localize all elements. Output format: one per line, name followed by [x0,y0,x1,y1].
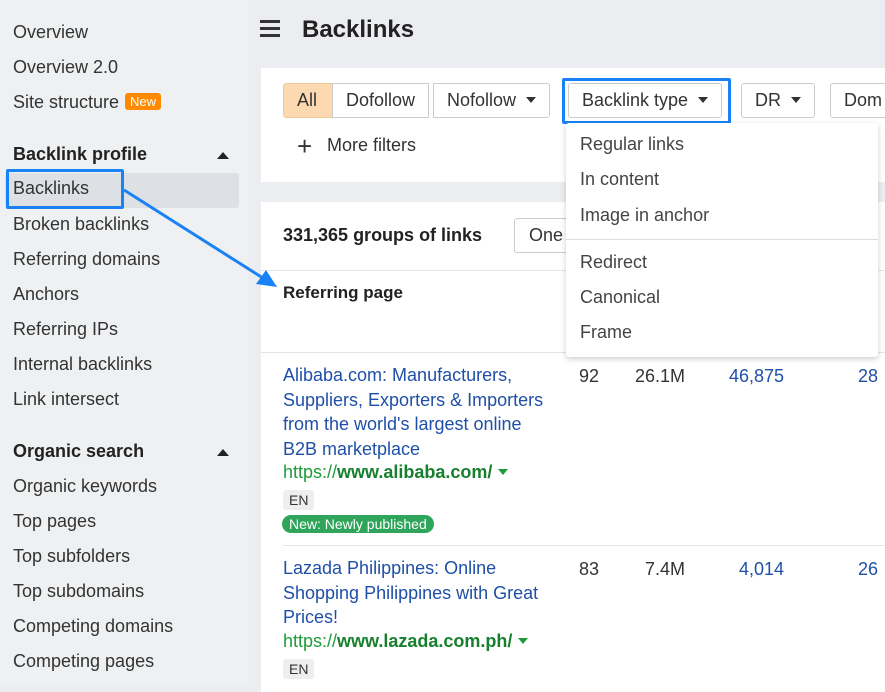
section-organic-search[interactable]: Organic search [13,441,145,461]
sidebar-item-top-pages[interactable]: Top pages [13,511,97,531]
url-prefix: https:// [283,462,338,482]
sidebar-item-organic-keywords[interactable]: Organic keywords [13,476,158,496]
more-filters-button[interactable]: More filters [327,135,417,155]
row-title-link[interactable]: Lazada Philippines: Online Shopping Phil… [283,558,539,627]
sidebar-item-referring-ips[interactable]: Referring IPs [13,319,119,339]
caret-down-icon [698,97,709,103]
last-value[interactable]: 26 [857,559,878,579]
dr-value: 92 [578,366,599,386]
language-badge: EN [283,490,315,510]
column-referring-page[interactable]: Referring page [283,283,403,302]
results-count: 331,365 groups of links [283,225,483,245]
new-published-badge: New: Newly published [282,515,434,533]
plus-icon[interactable]: + [297,131,313,161]
count-value[interactable]: 46,875 [728,366,784,386]
traffic-value: 7.4M [644,559,685,579]
menu-item-image-in-anchor[interactable]: Image in anchor [580,205,710,225]
count-value[interactable]: 4,014 [738,559,784,579]
filter-nofollow[interactable]: Nofollow [433,83,551,118]
menu-item-regular-links[interactable]: Regular links [580,134,685,154]
sidebar-item-top-subdomains[interactable]: Top subdomains [13,581,145,601]
menu-icon[interactable] [260,20,280,41]
label: DR [755,90,781,110]
caret-down-icon [526,97,537,103]
last-value[interactable]: 28 [857,366,878,386]
caret-down-icon[interactable] [498,469,509,475]
highlight-box [6,169,124,209]
filter-all[interactable]: All [283,83,333,118]
collapse-icon[interactable] [217,152,229,159]
row-url[interactable]: https://www.alibaba.com/ [283,462,509,483]
traffic-value: 26.1M [634,366,685,386]
new-badge: New [125,93,162,110]
url-prefix: https:// [283,631,338,651]
menu-item-in-content[interactable]: In content [580,169,660,189]
sidebar: Overview Overview 2.0 Site structure New … [0,0,248,684]
section-backlink-profile[interactable]: Backlink profile [13,144,148,164]
label: Site structure [13,92,120,112]
row-title-link[interactable]: Alibaba.com: Manufacturers, Suppliers, E… [283,365,544,459]
sidebar-item-site-structure[interactable]: Site structure New [13,92,162,113]
url-domain: www.alibaba.com/ [337,462,493,482]
caret-down-icon [791,97,801,103]
filter-backlink-type[interactable]: Backlink type [568,83,723,118]
label: Backlink type [582,90,689,110]
label: Nofollow [447,90,517,110]
caret-down-icon[interactable] [518,638,529,644]
backlink-type-dropdown: Regular links In content Image in anchor… [566,123,878,357]
sidebar-item-referring-domains[interactable]: Referring domains [13,249,161,269]
sidebar-item-competing-domains[interactable]: Competing domains [13,616,174,636]
page-title: Backlinks [302,16,415,43]
sidebar-item-overview-2[interactable]: Overview 2.0 [13,57,119,77]
dr-value: 83 [578,559,599,579]
sidebar-item-anchors[interactable]: Anchors [13,284,80,304]
sidebar-item-broken-backlinks[interactable]: Broken backlinks [13,214,150,234]
menu-item-canonical[interactable]: Canonical [580,287,661,307]
url-domain: www.lazada.com.ph/ [337,631,513,651]
filter-dr[interactable]: DR [741,83,815,118]
language-badge: EN [283,659,315,679]
collapse-icon[interactable] [217,449,229,456]
sidebar-item-overview[interactable]: Overview [13,22,89,42]
menu-item-frame[interactable]: Frame [580,322,633,342]
sidebar-item-competing-pages[interactable]: Competing pages [13,651,155,671]
menu-divider [566,239,878,240]
row-url[interactable]: https://www.lazada.com.ph/ [283,631,529,652]
sidebar-item-backlinks[interactable]: Backlinks [13,178,90,198]
sidebar-item-top-subfolders[interactable]: Top subfolders [13,546,131,566]
menu-item-redirect[interactable]: Redirect [580,252,648,272]
highlight-box [562,78,731,124]
sidebar-item-internal-backlinks[interactable]: Internal backlinks [13,354,153,374]
sidebar-item-link-intersect[interactable]: Link intersect [13,389,120,409]
divider [283,545,885,546]
filter-dofollow[interactable]: Dofollow [332,83,430,118]
filter-dom[interactable]: Dom [830,83,885,118]
